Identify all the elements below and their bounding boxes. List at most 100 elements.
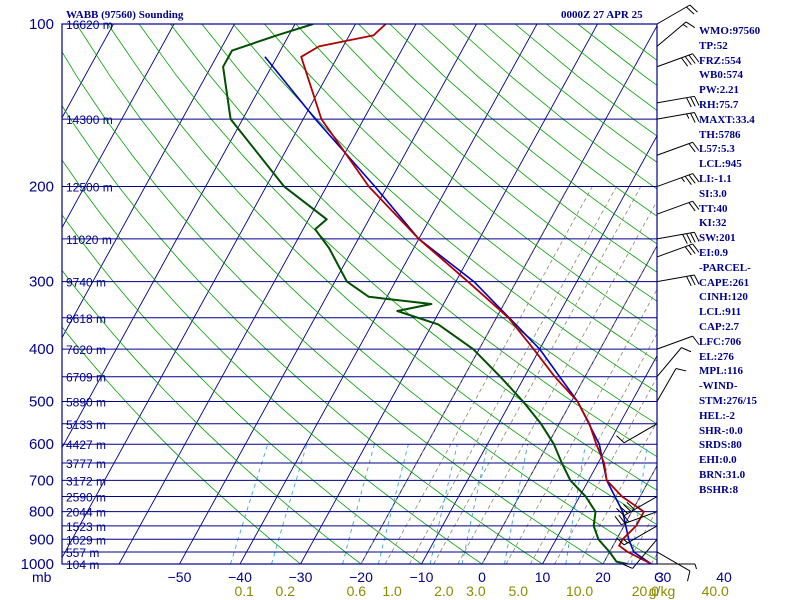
wind-barb-staff bbox=[656, 231, 695, 240]
isotherm-line bbox=[421, 134, 657, 564]
pressure-tick-label: 100 bbox=[29, 16, 54, 33]
wind-barb-flag bbox=[622, 513, 630, 523]
index-item: SI:3.0 bbox=[699, 187, 727, 200]
wind-barb-staff bbox=[656, 368, 677, 402]
index-item: EI:0.9 bbox=[699, 246, 729, 259]
mixing-ratio-line bbox=[631, 444, 648, 564]
moist-adiabat bbox=[626, 508, 657, 564]
pressure-tick-label: 400 bbox=[29, 341, 54, 358]
height-label: 9740 m bbox=[66, 276, 106, 290]
wind-barb bbox=[656, 368, 687, 402]
wind-barb-flag bbox=[693, 96, 700, 106]
dry-adiabat bbox=[76, 24, 657, 561]
mixing-ratio-line bbox=[271, 444, 308, 564]
isotherm-line bbox=[62, 24, 175, 229]
mixing-ratio-tick-label: 40.0 bbox=[702, 583, 729, 599]
pressure-tick-label: 900 bbox=[29, 531, 54, 548]
isotherm-line bbox=[602, 464, 657, 564]
height-label: 4427 m bbox=[66, 438, 106, 452]
wind-barb-flag bbox=[688, 245, 696, 254]
stability-indices: WMO:97560 TP:52 FRZ:554 WB0:574 PW:2.21 RH:75… bbox=[699, 24, 799, 498]
wind-barb-flag bbox=[690, 232, 696, 243]
wind-barb bbox=[656, 551, 691, 582]
index-item: MPL:116 bbox=[699, 365, 743, 378]
height-label: 3777 m bbox=[66, 457, 106, 471]
temperature-tick-label: −10 bbox=[410, 569, 434, 585]
mixing-ratio-tick-label: 3.0 bbox=[466, 583, 486, 599]
wind-barb-staff bbox=[656, 335, 693, 350]
temperature-tick-label: −20 bbox=[349, 569, 373, 585]
index-item: L57:5.3 bbox=[699, 143, 735, 156]
height-label: 2590 m bbox=[66, 491, 106, 505]
isotherm-line bbox=[62, 24, 356, 559]
wind-barb-flag bbox=[687, 570, 691, 582]
wind-barb-staff bbox=[656, 173, 693, 188]
height-label: 3172 m bbox=[66, 474, 106, 488]
wind-barb-staff bbox=[656, 243, 693, 258]
index-item: CINH:120 bbox=[699, 291, 748, 304]
mixing-ratio-unit: g/kg bbox=[649, 583, 675, 599]
wind-barb-flag bbox=[689, 4, 698, 13]
wind-barb bbox=[656, 347, 692, 378]
wind-barb-flag bbox=[688, 143, 696, 153]
wind-barb-staff bbox=[656, 21, 687, 47]
index-item: SRDS:80 bbox=[699, 439, 742, 452]
mixing-ratio-tick-label: 2.0 bbox=[434, 583, 454, 599]
wind-barb bbox=[656, 53, 700, 68]
wind-barb-flag bbox=[693, 232, 700, 242]
index-item: EL:276 bbox=[699, 350, 734, 363]
temperature-unit: C bbox=[654, 569, 664, 585]
moist-adiabat bbox=[602, 464, 657, 564]
index-item: -PARCEL- bbox=[699, 261, 751, 274]
index-item: SHR-:0.0 bbox=[699, 424, 743, 437]
height-label: 104 m bbox=[66, 558, 99, 572]
temperature-tick-label: −30 bbox=[289, 569, 313, 585]
plot-frame bbox=[61, 23, 658, 565]
wind-barb-flag bbox=[690, 96, 696, 107]
temperature-tick-label: −50 bbox=[168, 569, 192, 585]
wind-barb-flag bbox=[686, 97, 692, 108]
height-label: 12500 m bbox=[66, 181, 113, 195]
wind-barb-flag bbox=[681, 177, 685, 183]
wind-barb bbox=[656, 173, 700, 188]
index-item: CAP:2.7 bbox=[699, 320, 740, 333]
height-label: 1029 m bbox=[66, 533, 106, 547]
wind-barb-flag bbox=[693, 112, 700, 123]
dewpoint-trace bbox=[222, 24, 628, 564]
dry-adiabat bbox=[62, 269, 362, 564]
wind-barb bbox=[656, 141, 700, 156]
height-label: 6709 m bbox=[66, 371, 106, 385]
temperature-tick-label: 20 bbox=[595, 569, 611, 585]
wind-barb-staff bbox=[621, 511, 658, 526]
wind-barb-staff bbox=[656, 95, 695, 104]
isotherm-line bbox=[542, 354, 657, 564]
temperature-tick-label: 30 bbox=[656, 569, 672, 585]
wind-barb bbox=[614, 511, 658, 526]
wind-barb bbox=[656, 111, 700, 123]
pressure-tick-label: 300 bbox=[29, 274, 54, 291]
wind-barb-flag bbox=[692, 335, 700, 345]
wind-barb-flag bbox=[682, 234, 688, 244]
pressure-tick-label: 1000 bbox=[21, 556, 54, 573]
mixing-ratio-line bbox=[377, 444, 409, 564]
wind-barb-flag bbox=[626, 502, 635, 510]
height-label: 1523 m bbox=[66, 520, 106, 534]
wind-barb-flag bbox=[619, 506, 628, 514]
station-title: WABB (97560) Sounding bbox=[66, 9, 184, 21]
height-label: 7620 m bbox=[66, 343, 106, 357]
mixing-ratio-tick-label: 0.6 bbox=[347, 583, 367, 599]
wind-barb bbox=[616, 423, 658, 444]
wind-barb-staff bbox=[623, 525, 658, 546]
wind-barb bbox=[656, 95, 700, 108]
index-item: TP:52 bbox=[699, 39, 728, 52]
mixing-ratio-line bbox=[429, 444, 458, 564]
pressure-tick-label: 500 bbox=[29, 393, 54, 410]
index-item: SW:201 bbox=[699, 232, 736, 245]
wind-barb-staff bbox=[656, 200, 693, 215]
wind-barb-flag bbox=[694, 563, 697, 570]
index-item: LFC:706 bbox=[699, 335, 742, 348]
pressure-tick-label: 700 bbox=[29, 472, 54, 489]
mixing-ratio-tick-label: 0.1 bbox=[234, 583, 254, 599]
index-item: MAXT:33.4 bbox=[699, 113, 755, 126]
index-item: PW:2.21 bbox=[699, 84, 740, 97]
